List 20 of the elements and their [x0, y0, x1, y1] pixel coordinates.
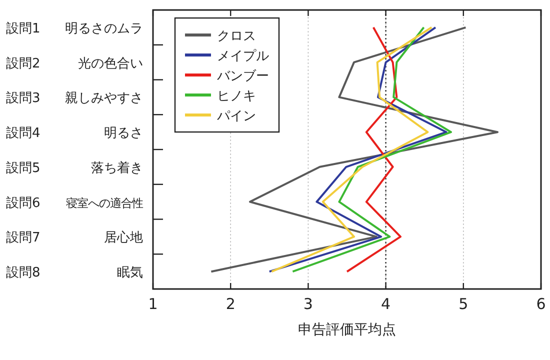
category-label: 設問6 寝室への適合性	[6, 196, 143, 211]
x-tick-label: 1	[148, 295, 158, 313]
x-axis-title: 申告評価平均点	[298, 322, 396, 338]
x-tick-label: 6	[536, 295, 546, 313]
legend-label: パイン	[216, 109, 256, 124]
category-label: 設問3 親しみやすさ	[6, 91, 143, 106]
category-label: 設問7 居心地	[6, 230, 143, 246]
x-tick-label: 2	[226, 295, 236, 313]
legend-label: ヒノキ	[217, 89, 256, 104]
category-label: 設問4 明るさ	[6, 126, 143, 142]
legend-label: バンブー	[216, 69, 269, 84]
x-tick-label: 5	[458, 295, 468, 313]
category-label: 設問2 光の色合い	[6, 56, 143, 72]
x-tick-label: 3	[303, 295, 313, 313]
x-tick-label: 4	[381, 295, 391, 313]
legend-label: メイプル	[217, 49, 269, 64]
category-label: 設問1 明るさのムラ	[6, 21, 143, 36]
legend-label: クロス	[217, 29, 256, 44]
category-label: 設問8 眠気	[6, 266, 143, 281]
category-label: 設問5 落ち着き	[6, 160, 143, 176]
